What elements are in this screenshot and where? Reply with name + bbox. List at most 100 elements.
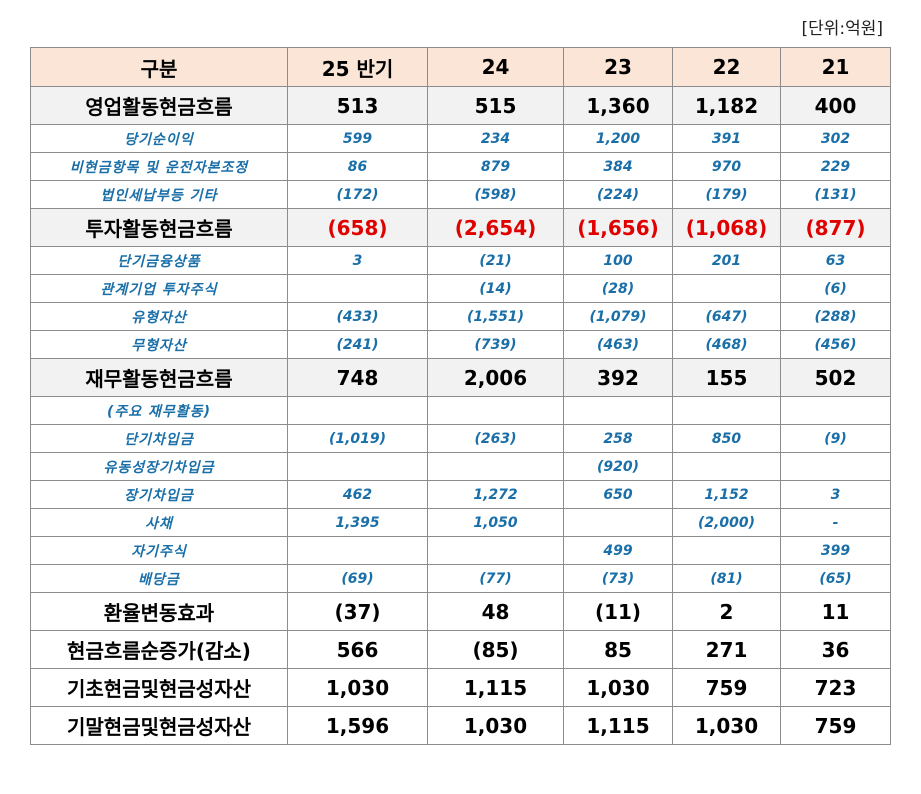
row-label-text: 장기차입금	[124, 487, 194, 504]
row-label: (주요 재무활동)	[30, 396, 288, 425]
value-cell: 513	[287, 86, 428, 125]
value-cell: (11)	[563, 592, 673, 631]
row-label: 현금흐름순증가(감소)	[30, 630, 288, 669]
value-cell: (6)	[780, 274, 891, 303]
value-cell: (65)	[780, 564, 891, 593]
table-row-item: 당기순이익 599 234 1,200 391 302	[30, 124, 891, 153]
value-cell: 155	[672, 358, 781, 397]
value-cell	[287, 536, 428, 565]
value-cell: 850	[672, 424, 781, 453]
value-cell: 1,272	[427, 480, 564, 509]
value-cell	[672, 452, 781, 481]
row-label: 관계기업 투자주식	[30, 274, 288, 303]
value-cell	[672, 396, 781, 425]
value-cell: (1,019)	[287, 424, 428, 453]
value-cell: (877)	[780, 208, 891, 247]
value-cell: 48	[427, 592, 564, 631]
value-cell: 2,006	[427, 358, 564, 397]
header-period: 24	[427, 47, 564, 87]
value-cell: 234	[427, 124, 564, 153]
value-cell: 1,182	[672, 86, 781, 125]
row-label-text: 기말현금및현금성자산	[67, 715, 251, 739]
value-cell	[672, 536, 781, 565]
value-cell: 1,030	[563, 668, 673, 707]
row-label-text: 배당금	[138, 571, 180, 588]
value-cell: 499	[563, 536, 673, 565]
table-row-total: 환율변동효과 (37) 48 (11) 2 11	[30, 592, 891, 631]
value-cell: (179)	[672, 180, 781, 209]
row-label-text: 재무활동현금흐름	[85, 367, 233, 391]
row-label-text: (주요 재무활동)	[107, 403, 211, 420]
value-cell: (131)	[780, 180, 891, 209]
value-cell: 1,030	[427, 706, 564, 745]
value-cell	[563, 396, 673, 425]
value-cell: 723	[780, 668, 891, 707]
row-label-text: 환율변동효과	[103, 601, 215, 625]
row-label-text: 비현금항목 및 운전자본조정	[69, 159, 249, 176]
value-cell: 201	[672, 246, 781, 275]
row-label-text: 유형자산	[131, 309, 187, 326]
value-cell	[780, 396, 891, 425]
value-cell: (647)	[672, 302, 781, 331]
value-cell: 391	[672, 124, 781, 153]
value-cell: 3	[287, 246, 428, 275]
value-cell: (21)	[427, 246, 564, 275]
row-label: 당기순이익	[30, 124, 288, 153]
value-cell: 1,395	[287, 508, 428, 537]
header-period: 23	[563, 47, 673, 87]
row-label: 단기차입금	[30, 424, 288, 453]
table-row-item: 단기차입금 (1,019) (263) 258 850 (9)	[30, 424, 891, 453]
value-cell: 384	[563, 152, 673, 181]
table-row-total: 투자활동현금흐름 (658) (2,654) (1,656) (1,068) (877)	[30, 208, 891, 247]
value-cell: (77)	[427, 564, 564, 593]
row-label: 사채	[30, 508, 288, 537]
value-cell: 11	[780, 592, 891, 631]
value-cell: (172)	[287, 180, 428, 209]
value-cell: 2	[672, 592, 781, 631]
table-row-total: 재무활동현금흐름 748 2,006 392 155 502	[30, 358, 891, 397]
value-cell: (658)	[287, 208, 428, 247]
value-cell: 599	[287, 124, 428, 153]
row-label: 영업활동현금흐름	[30, 86, 288, 125]
row-label-text: 단기금융상품	[117, 253, 201, 270]
value-cell: (433)	[287, 302, 428, 331]
value-cell: 3	[780, 480, 891, 509]
row-label: 유동성장기차입금	[30, 452, 288, 481]
value-cell: (28)	[563, 274, 673, 303]
value-cell: (468)	[672, 330, 781, 359]
table-row-item: 배당금 (69) (77) (73) (81) (65)	[30, 564, 891, 593]
value-cell: 970	[672, 152, 781, 181]
value-cell: (224)	[563, 180, 673, 209]
value-cell: (1,068)	[672, 208, 781, 247]
row-label: 환율변동효과	[30, 592, 288, 631]
value-cell: 566	[287, 630, 428, 669]
value-cell	[672, 274, 781, 303]
value-cell: 462	[287, 480, 428, 509]
row-label-text: 법인세납부등 기타	[100, 187, 218, 204]
value-cell: (288)	[780, 302, 891, 331]
value-cell: 748	[287, 358, 428, 397]
table-row-total: 기말현금및현금성자산 1,596 1,030 1,115 1,030 759	[30, 706, 891, 745]
table-row-item: 유동성장기차입금 (920)	[30, 452, 891, 481]
table-row-item: 사채 1,395 1,050 (2,000) -	[30, 508, 891, 537]
table-row-item: 무형자산 (241) (739) (463) (468) (456)	[30, 330, 891, 359]
value-cell: 1,030	[672, 706, 781, 745]
value-cell: (739)	[427, 330, 564, 359]
value-cell: (241)	[287, 330, 428, 359]
table-body: 영업활동현금흐름 513 515 1,360 1,182 400 당기순이익 599 234 1,…	[30, 86, 891, 745]
value-cell: 100	[563, 246, 673, 275]
row-label: 법인세납부등 기타	[30, 180, 288, 209]
value-cell: (1,656)	[563, 208, 673, 247]
row-label: 비현금항목 및 운전자본조정	[30, 152, 288, 181]
value-cell: 1,596	[287, 706, 428, 745]
table-row-total: 영업활동현금흐름 513 515 1,360 1,182 400	[30, 86, 891, 125]
header-period: 22	[672, 47, 781, 87]
value-cell	[287, 274, 428, 303]
value-cell: 650	[563, 480, 673, 509]
value-cell	[427, 452, 564, 481]
value-cell: 515	[427, 86, 564, 125]
value-cell: 879	[427, 152, 564, 181]
value-cell	[780, 452, 891, 481]
row-label-text: 관계기업 투자주식	[100, 281, 218, 298]
table-row-item: 비현금항목 및 운전자본조정 86 879 384 970 229	[30, 152, 891, 181]
